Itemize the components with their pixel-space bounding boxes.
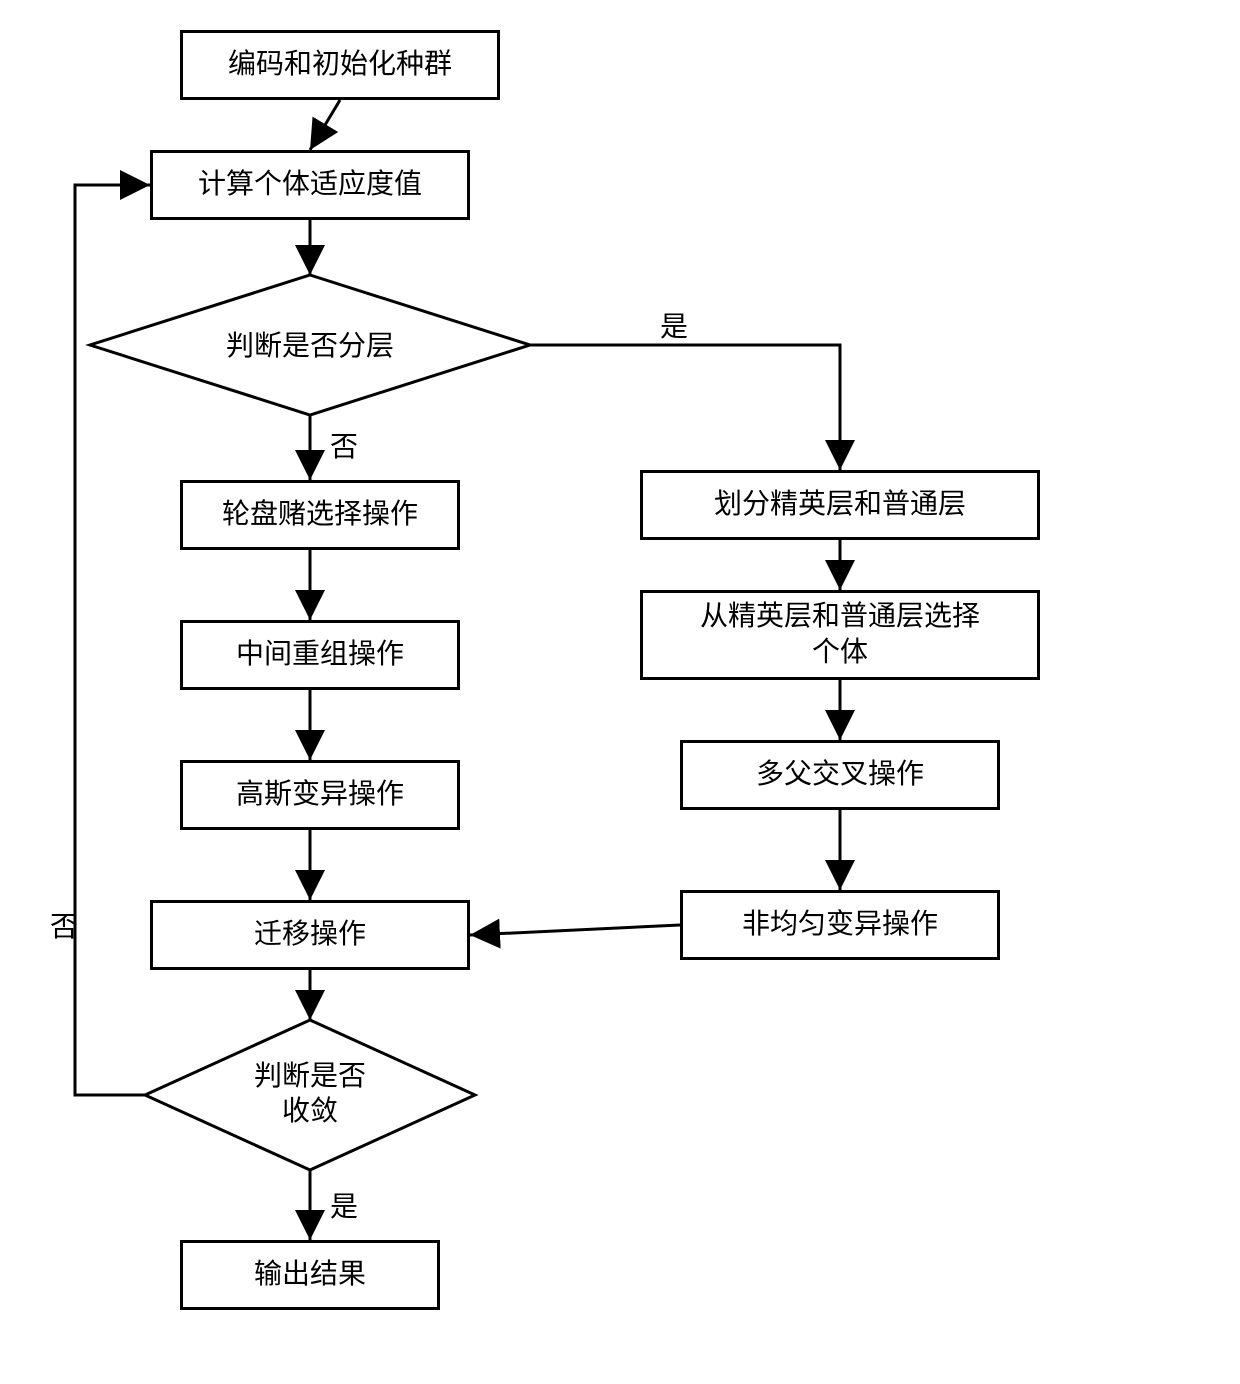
node-label: 迁移操作 [254,917,366,953]
node-label-line1: 判断是否 [254,1060,366,1092]
node-label: 轮盘赌选择操作 [222,497,418,533]
node-gaussian-mutation: 高斯变异操作 [180,760,460,830]
edge-label-yes-1: 是 [330,1185,358,1225]
flowchart-canvas: 编码和初始化种群 计算个体适应度值 轮盘赌选择操作 中间重组操作 高斯变异操作 … [0,0,1240,1384]
node-label: 计算个体适应度值 [198,167,422,203]
node-output-result: 输出结果 [180,1240,440,1310]
node-init-population: 编码和初始化种群 [180,30,500,100]
node-label: 中间重组操作 [236,637,404,673]
node-fitness: 计算个体适应度值 [150,150,470,220]
node-divide-layers: 划分精英层和普通层 [640,470,1040,540]
node-multi-parent-crossover: 多父交叉操作 [680,740,1000,810]
node-convergence-decision: 判断是否 收敛 [145,1020,475,1170]
node-select-individuals: 从精英层和普通层选择 个体 [640,590,1040,680]
node-label: 高斯变异操作 [236,777,404,813]
node-label: 从精英层和普通层选择 个体 [700,599,980,672]
node-label: 非均匀变异操作 [742,907,938,943]
node-layering-decision: 判断是否分层 [90,275,530,415]
node-label: 输出结果 [254,1257,366,1293]
edge-label-no-2: 否 [50,905,78,945]
node-label: 编码和初始化种群 [228,47,452,83]
node-label: 多父交叉操作 [756,757,924,793]
node-roulette-selection: 轮盘赌选择操作 [180,480,460,550]
edge-label-yes-2: 是 [660,305,688,345]
node-nonuniform-mutation: 非均匀变异操作 [680,890,1000,960]
edge-label-no-1: 否 [330,425,358,465]
node-intermediate-recombination: 中间重组操作 [180,620,460,690]
node-migration: 迁移操作 [150,900,470,970]
node-label: 判断是否分层 [226,330,394,362]
node-label: 划分精英层和普通层 [714,487,966,523]
node-label-line2: 收敛 [282,1095,338,1127]
